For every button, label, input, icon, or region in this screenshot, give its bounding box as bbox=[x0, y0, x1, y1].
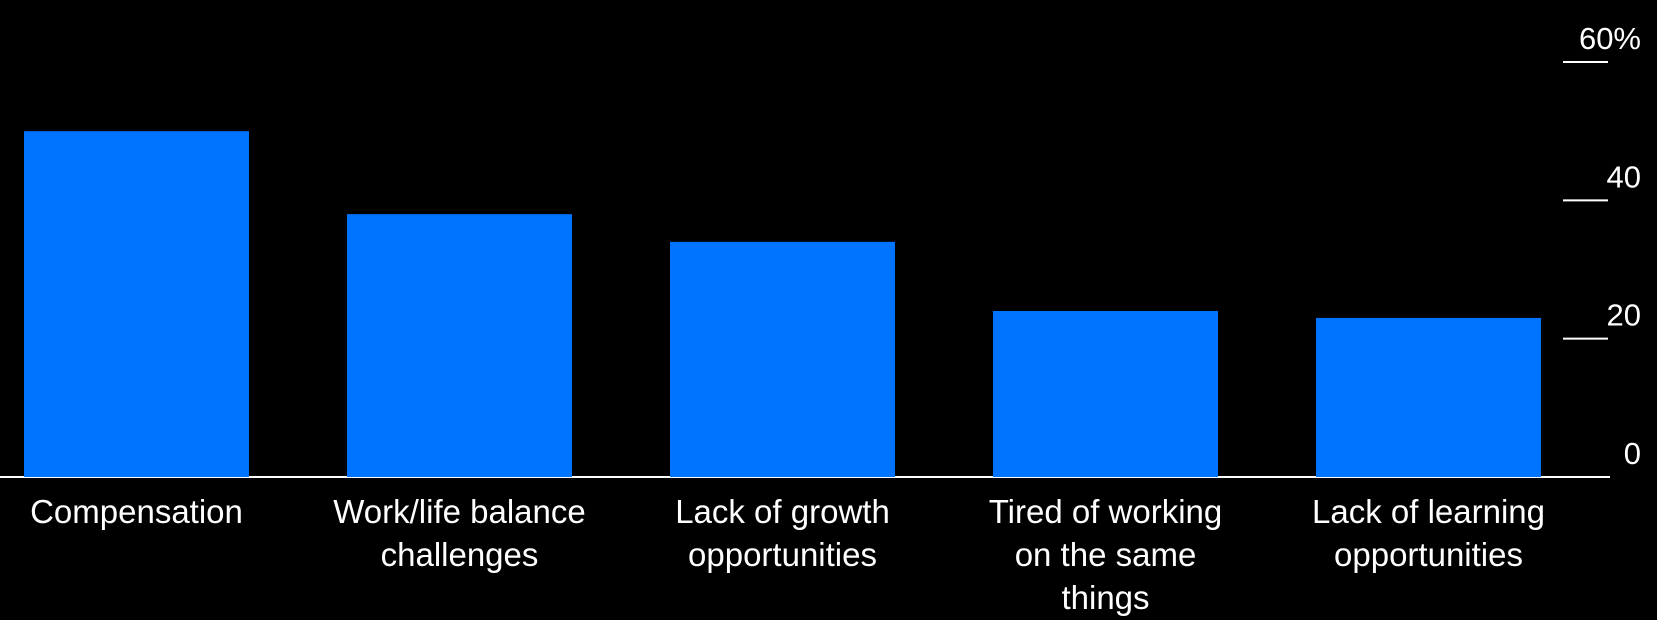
y-tick-label-3: 40 bbox=[1607, 159, 1641, 194]
x-tick-label-3: Lack of growth opportunities bbox=[675, 493, 890, 573]
y-tick-label-4: 60% bbox=[1579, 21, 1641, 56]
bar-5 bbox=[1316, 317, 1541, 477]
x-tick-label-2: Work/life balance challenges bbox=[333, 493, 586, 573]
bar-4 bbox=[993, 311, 1218, 477]
x-tick-labels: Compensation Work/life balance challenges L… bbox=[30, 493, 1545, 616]
y-tick-label-1: 0 bbox=[1624, 436, 1641, 471]
bar-1 bbox=[24, 131, 249, 477]
bars-group bbox=[24, 131, 1541, 477]
x-tick-label-1: Compensation bbox=[30, 493, 243, 530]
bar-3 bbox=[670, 241, 895, 477]
y-axis: 0 20 40 60% bbox=[1563, 21, 1641, 471]
bar-2 bbox=[347, 214, 572, 477]
x-tick-label-4: Tired of working on the same things bbox=[989, 493, 1223, 616]
y-tick-label-2: 20 bbox=[1607, 298, 1641, 333]
x-tick-label-5: Lack of learning opportunities bbox=[1312, 493, 1545, 573]
